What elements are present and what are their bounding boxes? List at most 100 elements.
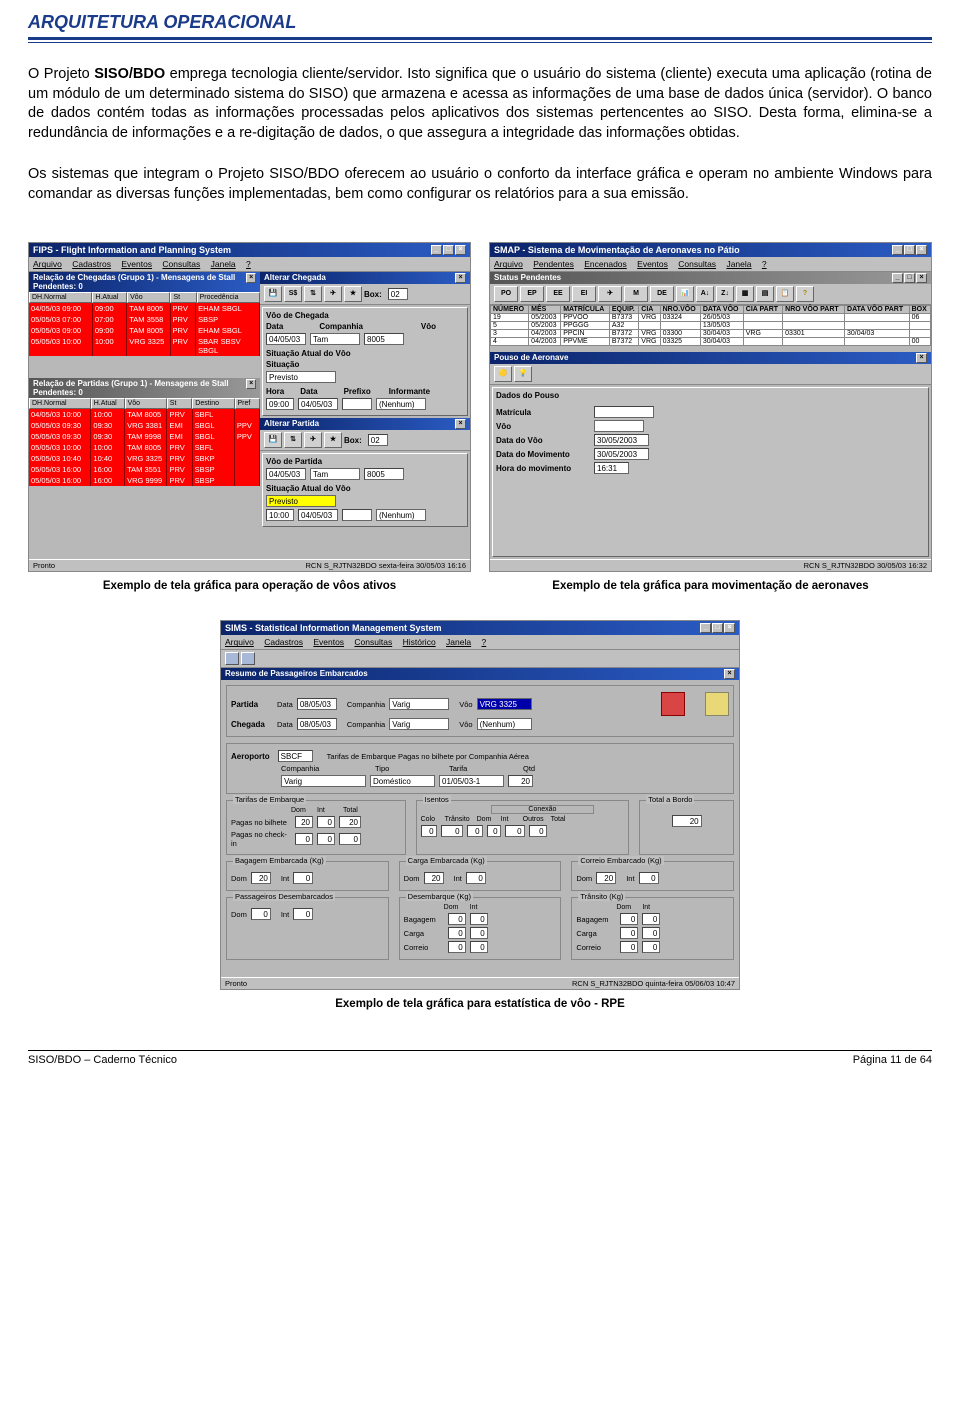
datavoo-field[interactable]: 30/05/2003 (594, 434, 649, 446)
tool-icon[interactable]: ▦ (736, 286, 754, 302)
field[interactable]: 20 (339, 816, 361, 828)
menu-item[interactable]: Pendentes (533, 259, 574, 269)
field[interactable]: 0 (448, 941, 466, 953)
table-row[interactable]: 05/05/03 16:0016:00TAM 3551PRVSBSP (29, 464, 260, 475)
field[interactable]: 0 (466, 872, 486, 884)
field[interactable]: 0 (421, 825, 437, 837)
box-field[interactable]: 02 (388, 288, 408, 300)
hora-field[interactable]: 09:00 (266, 398, 294, 410)
menu-item[interactable]: ? (481, 637, 486, 647)
table-row[interactable]: 1905/2003PPVOOB7373VRG0332426/05/0306 (491, 314, 931, 322)
table-row[interactable]: 05/05/03 09:0009:00TAM 8005PRVEHAM SBGL (29, 325, 260, 336)
menu-cadastros[interactable]: Cadastros (72, 259, 111, 269)
tar-tipo-select[interactable]: Doméstico (370, 775, 435, 787)
menu-item[interactable]: Janela (726, 259, 751, 269)
smap-menubar[interactable]: Arquivo Pendentes Encenados Eventos Cons… (490, 257, 931, 272)
print-icon[interactable] (705, 692, 729, 716)
menu-item[interactable]: Eventos (313, 637, 344, 647)
cia-select[interactable]: Tam (310, 468, 360, 480)
partida-cia-select[interactable]: Varig (389, 698, 449, 710)
field[interactable]: 0 (339, 833, 361, 845)
field[interactable]: 0 (251, 908, 271, 920)
field[interactable]: 0 (642, 913, 660, 925)
toolbar-button[interactable]: ⇅ (284, 432, 302, 448)
menu-help[interactable]: ? (246, 259, 251, 269)
btn-po[interactable]: PO (494, 286, 518, 302)
partida-voo-select[interactable]: VRG 3325 (477, 698, 532, 710)
toolbar-button[interactable]: S$ (284, 286, 302, 302)
btn-ep[interactable]: EP (520, 286, 544, 302)
close-icon[interactable]: × (724, 669, 735, 679)
close-icon[interactable]: × (246, 379, 256, 389)
fips-menubar[interactable]: Arquivo Cadastros Eventos Consultas Jane… (29, 257, 470, 272)
table-row[interactable]: 05/05/03 09:3009:30VRG 3381EMISBGLPPV (29, 420, 260, 431)
sit-select[interactable]: Previsto (266, 371, 336, 383)
menu-item[interactable]: Janela (446, 637, 471, 647)
toolbar-button[interactable]: 💡 (514, 366, 532, 382)
menu-janela[interactable]: Janela (211, 259, 236, 269)
maximize-icon[interactable]: □ (904, 245, 915, 255)
field[interactable]: 20 (596, 872, 616, 884)
close-icon[interactable]: × (916, 245, 927, 255)
tar-qtd-field[interactable]: 20 (508, 775, 533, 787)
prefixo-field[interactable] (342, 398, 372, 410)
menu-item[interactable]: Cadastros (264, 637, 303, 647)
table-row[interactable]: 04/05/03 10:0010:00TAM 8005PRVSBFL (29, 409, 260, 420)
menu-item[interactable]: Histórico (403, 637, 436, 647)
tar-cia-select[interactable]: Varig (281, 775, 366, 787)
field[interactable]: 20 (424, 872, 444, 884)
datamov-field[interactable]: 30/05/2003 (594, 448, 649, 460)
field[interactable]: 0 (317, 816, 335, 828)
close-icon[interactable]: × (455, 273, 466, 283)
inf-select[interactable]: (Nenhum) (376, 398, 426, 410)
menu-eventos[interactable]: Eventos (121, 259, 152, 269)
toolbar-button[interactable]: ★ (344, 286, 362, 302)
chegada-data-field[interactable]: 08/05/03 (297, 718, 337, 730)
maximize-icon[interactable]: □ (712, 623, 723, 633)
field[interactable]: 0 (505, 825, 525, 837)
field[interactable]: 0 (317, 833, 335, 845)
field[interactable]: 0 (620, 913, 638, 925)
chegada-cia-select[interactable]: Varig (389, 718, 449, 730)
sort-icon[interactable]: Z↓ (716, 286, 734, 302)
total-bordo-field[interactable]: 20 (672, 815, 702, 827)
maximize-icon[interactable]: □ (443, 245, 454, 255)
menu-item[interactable]: Eventos (637, 259, 668, 269)
field[interactable]: 0 (470, 927, 488, 939)
sort-icon[interactable]: A↓ (696, 286, 714, 302)
data-field[interactable]: 04/05/03 (266, 333, 306, 345)
voo-field[interactable]: 8005 (364, 333, 404, 345)
table-row[interactable]: 304/2003PPCINB7372VRG0330030/04/03VRG033… (491, 330, 931, 338)
menu-item[interactable]: Arquivo (494, 259, 523, 269)
toolbar-button[interactable]: 🟡 (494, 366, 512, 382)
field[interactable]: 0 (448, 927, 466, 939)
close-icon[interactable]: × (916, 273, 927, 283)
toolbar-button[interactable]: ⇅ (304, 286, 322, 302)
plane-icon[interactable]: ✈ (598, 286, 622, 302)
field[interactable]: 0 (620, 927, 638, 939)
table-row[interactable]: 05/05/03 09:3009:30TAM 9998EMISBGLPPV (29, 431, 260, 442)
partida-data-field[interactable]: 08/05/03 (297, 698, 337, 710)
voo-field[interactable]: 8005 (364, 468, 404, 480)
toolbar-button[interactable] (241, 652, 255, 665)
field[interactable]: 0 (441, 825, 463, 837)
field[interactable]: 0 (295, 833, 313, 845)
minimize-icon[interactable]: _ (892, 245, 903, 255)
tar-tarifa-select[interactable]: 01/05/03-1 (439, 775, 504, 787)
field[interactable]: 0 (467, 825, 483, 837)
table-row[interactable]: 404/2003PPVMEB7372VRG0332530/04/0300 (491, 338, 931, 346)
field[interactable]: 0 (639, 872, 659, 884)
data-field[interactable]: 04/05/03 (266, 468, 306, 480)
btn-ee[interactable]: EE (546, 286, 570, 302)
close-icon[interactable]: × (455, 245, 466, 255)
data2-field[interactable]: 04/05/03 (298, 398, 338, 410)
cia-select[interactable]: Tam (310, 333, 360, 345)
toolbar-button[interactable]: 💾 (264, 286, 282, 302)
table-row[interactable]: 05/05/03 07:0007:00TAM 3558PRVSBSP (29, 314, 260, 325)
field[interactable]: 0 (293, 908, 313, 920)
menu-consultas[interactable]: Consultas (162, 259, 200, 269)
toolbar-button[interactable] (225, 652, 239, 665)
btn-ei[interactable]: EI (572, 286, 596, 302)
chart-icon[interactable]: 📊 (676, 286, 694, 302)
field[interactable]: 0 (529, 825, 547, 837)
